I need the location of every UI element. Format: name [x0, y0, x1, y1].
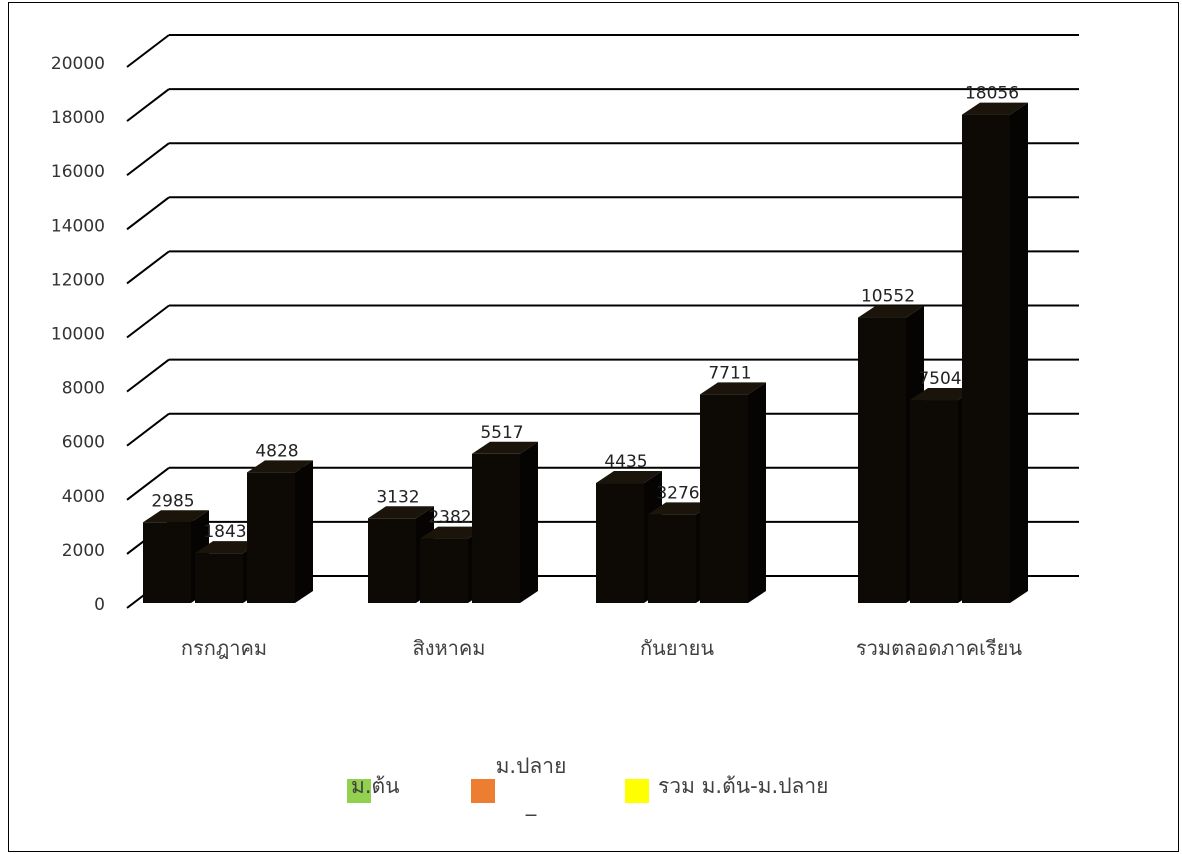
gridlines [126, 34, 1079, 609]
y-tick-label: 12000 [51, 270, 105, 290]
y-tick-label: 8000 [62, 379, 105, 399]
y-tick-label: 2000 [62, 541, 105, 561]
gridline-diagonal [126, 196, 170, 231]
data-labels: 2985 1843 4828 3132 2382 5517 4435 3276 7711 1055… [151, 84, 1019, 543]
data-label: 1843 [203, 522, 246, 542]
legend-item: ม.ปลาย _ [471, 754, 566, 817]
data-label: 4435 [604, 452, 647, 472]
gridline-diagonal [126, 250, 170, 285]
bar [700, 382, 766, 603]
legend-swatch [471, 779, 495, 803]
gridline-diagonal [126, 142, 170, 176]
y-tick-label: 6000 [62, 433, 105, 453]
gridline-diagonal [126, 412, 170, 447]
bars [143, 102, 1028, 603]
data-label: 10552 [861, 287, 915, 307]
legend-swatch [347, 779, 371, 803]
bar [962, 102, 1028, 603]
y-tick-label: 10000 [51, 325, 105, 345]
gridline-diagonal [126, 467, 170, 501]
data-label: 18056 [965, 84, 1019, 104]
x-axis-categories: กรกฎาคม สิงหาคม กันยายน รวมตลอดภาคเรียน [181, 636, 1022, 660]
gridline-diagonal [126, 34, 170, 68]
data-label: 3276 [656, 483, 699, 503]
legend-label: รวม ม.ต้น-ม.ปลาย [658, 774, 829, 798]
data-label: 7711 [708, 363, 751, 383]
data-label: 2985 [151, 491, 194, 511]
bar [472, 441, 538, 603]
legend-item: รวม ม.ต้น-ม.ปลาย [625, 774, 829, 803]
legend-label: ม.ต้น [351, 774, 400, 798]
legend-swatch [625, 779, 649, 803]
data-label: 7504 [918, 369, 961, 389]
category-label: สิงหาคม [413, 636, 486, 660]
category-label: รวมตลอดภาคเรียน [856, 636, 1022, 660]
data-label: 5517 [480, 423, 523, 443]
y-tick-label: 14000 [51, 216, 105, 236]
legend-label: ม.ปลาย [496, 754, 567, 778]
y-tick-label: 4000 [62, 487, 105, 507]
chart-frame: 0 2000 4000 6000 8000 10000 12000 14000 16000 180… [8, 2, 1179, 852]
legend: ม.ต้น ม.ปลาย _ รวม ม.ต้น-ม.ปลาย [347, 754, 829, 817]
legend-item: ม.ต้น [347, 774, 400, 803]
data-label: 4828 [255, 441, 298, 461]
gridline-diagonal [126, 304, 170, 339]
chart: 0 2000 4000 6000 8000 10000 12000 14000 16000 180… [51, 34, 1079, 817]
legend-label-underscore: _ [525, 792, 537, 817]
data-label: 2382 [428, 508, 471, 528]
data-label: 3132 [376, 487, 419, 507]
category-label: กันยายน [640, 636, 714, 660]
bar [247, 460, 313, 603]
category-label: กรกฎาคม [181, 636, 267, 660]
y-tick-label: 16000 [51, 162, 105, 182]
y-tick-label: 18000 [51, 108, 105, 128]
y-tick-label: 0 [94, 595, 105, 615]
y-tick-label: 20000 [51, 54, 105, 74]
y-axis-ticks: 0 2000 4000 6000 8000 10000 12000 14000 16000 180… [51, 54, 105, 615]
gridline-diagonal [126, 88, 170, 122]
gridline-diagonal [126, 358, 170, 393]
